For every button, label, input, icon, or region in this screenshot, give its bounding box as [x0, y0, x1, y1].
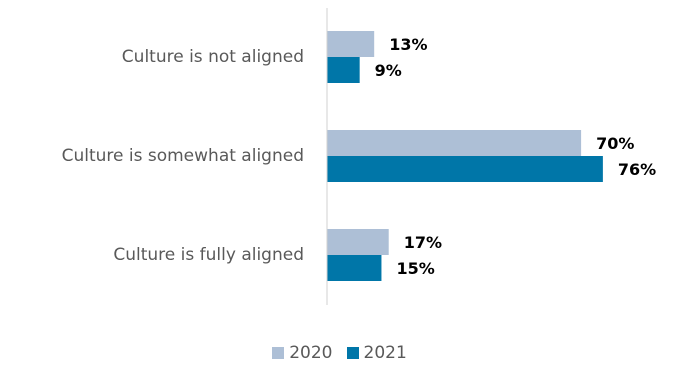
legend-item-2021: 2021 — [346, 343, 407, 363]
bar-2021-2 — [327, 255, 382, 281]
category-label: Culture is not aligned — [122, 47, 304, 67]
legend-swatch-2021 — [346, 347, 359, 359]
value-label-2020-0: 13% — [389, 35, 427, 54]
bars-group — [327, 31, 603, 281]
category-labels: Culture is not aligned Culture is somewha… — [62, 47, 304, 265]
value-label-2020-1: 70% — [596, 134, 634, 153]
legend-label-2020: 2020 — [289, 343, 333, 363]
category-label: Culture is somewhat aligned — [62, 146, 304, 166]
bar-2020-1 — [327, 130, 582, 156]
value-label-2020-2: 17% — [404, 233, 442, 252]
bar-2021-0 — [327, 57, 360, 83]
value-label-2021-0: 9% — [375, 61, 402, 80]
category-label: Culture is fully aligned — [113, 245, 304, 265]
legend-swatch-2020 — [272, 347, 285, 359]
value-label-2021-2: 15% — [396, 259, 434, 278]
legend-label-2021: 2021 — [363, 343, 407, 363]
bar-2020-2 — [327, 229, 389, 255]
legend: 2020 2021 — [0, 343, 679, 363]
legend-item-2020: 2020 — [272, 343, 333, 363]
value-label-2021-1: 76% — [618, 160, 656, 179]
bar-2020-0 — [327, 31, 375, 57]
bar-2021-1 — [327, 156, 603, 182]
value-labels: 13% 9% 70% 76% 17% 15% — [375, 35, 657, 278]
